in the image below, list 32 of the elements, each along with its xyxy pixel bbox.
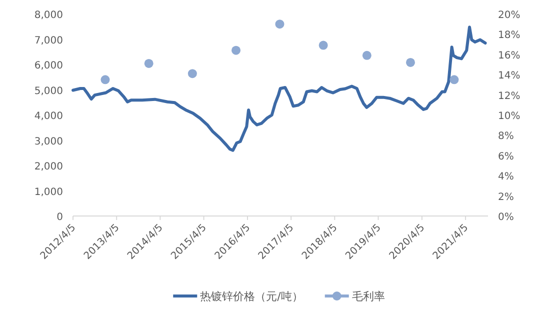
point bbox=[232, 46, 241, 55]
y2-tick-label: 14% bbox=[498, 70, 520, 82]
y-tick-label: 3,000 bbox=[34, 136, 63, 148]
y2-tick-label: 16% bbox=[498, 50, 520, 62]
point bbox=[188, 69, 197, 78]
y-tick-label: 2,000 bbox=[34, 162, 63, 172]
y2-tick-label: 10% bbox=[498, 111, 520, 122]
legend-label: 毛利率 bbox=[352, 290, 385, 303]
y-tick-label: 5,000 bbox=[34, 86, 63, 97]
point bbox=[144, 58, 154, 68]
y-tick-label: 1,000 bbox=[34, 186, 63, 198]
point bbox=[100, 75, 110, 84]
y2-tick-label: 8% bbox=[498, 131, 514, 142]
point bbox=[450, 75, 459, 84]
y-tick-label: 4,000 bbox=[34, 111, 63, 122]
point bbox=[406, 58, 415, 67]
point bbox=[362, 50, 372, 60]
line-series bbox=[72, 26, 487, 152]
legend-label: 热镀锌价格（元/吨） bbox=[200, 290, 303, 303]
y-tick-label: 8,000 bbox=[34, 10, 63, 21]
y-tick-label: 7,000 bbox=[34, 35, 63, 46]
y2-tick-label: 0% bbox=[498, 212, 514, 223]
y-tick-label: 0 bbox=[56, 212, 63, 223]
y2-tick-label: 12% bbox=[498, 90, 520, 102]
point bbox=[318, 40, 328, 50]
y2-tick-label: 4% bbox=[498, 172, 514, 183]
y2-tick-label: 6% bbox=[498, 151, 514, 162]
point bbox=[275, 20, 284, 29]
y2-tick-label: 20% bbox=[498, 10, 520, 21]
y2-tick-label: 2% bbox=[498, 192, 514, 203]
y2-tick-label: 18% bbox=[498, 30, 520, 42]
y-tick-label: 6,000 bbox=[34, 60, 63, 72]
